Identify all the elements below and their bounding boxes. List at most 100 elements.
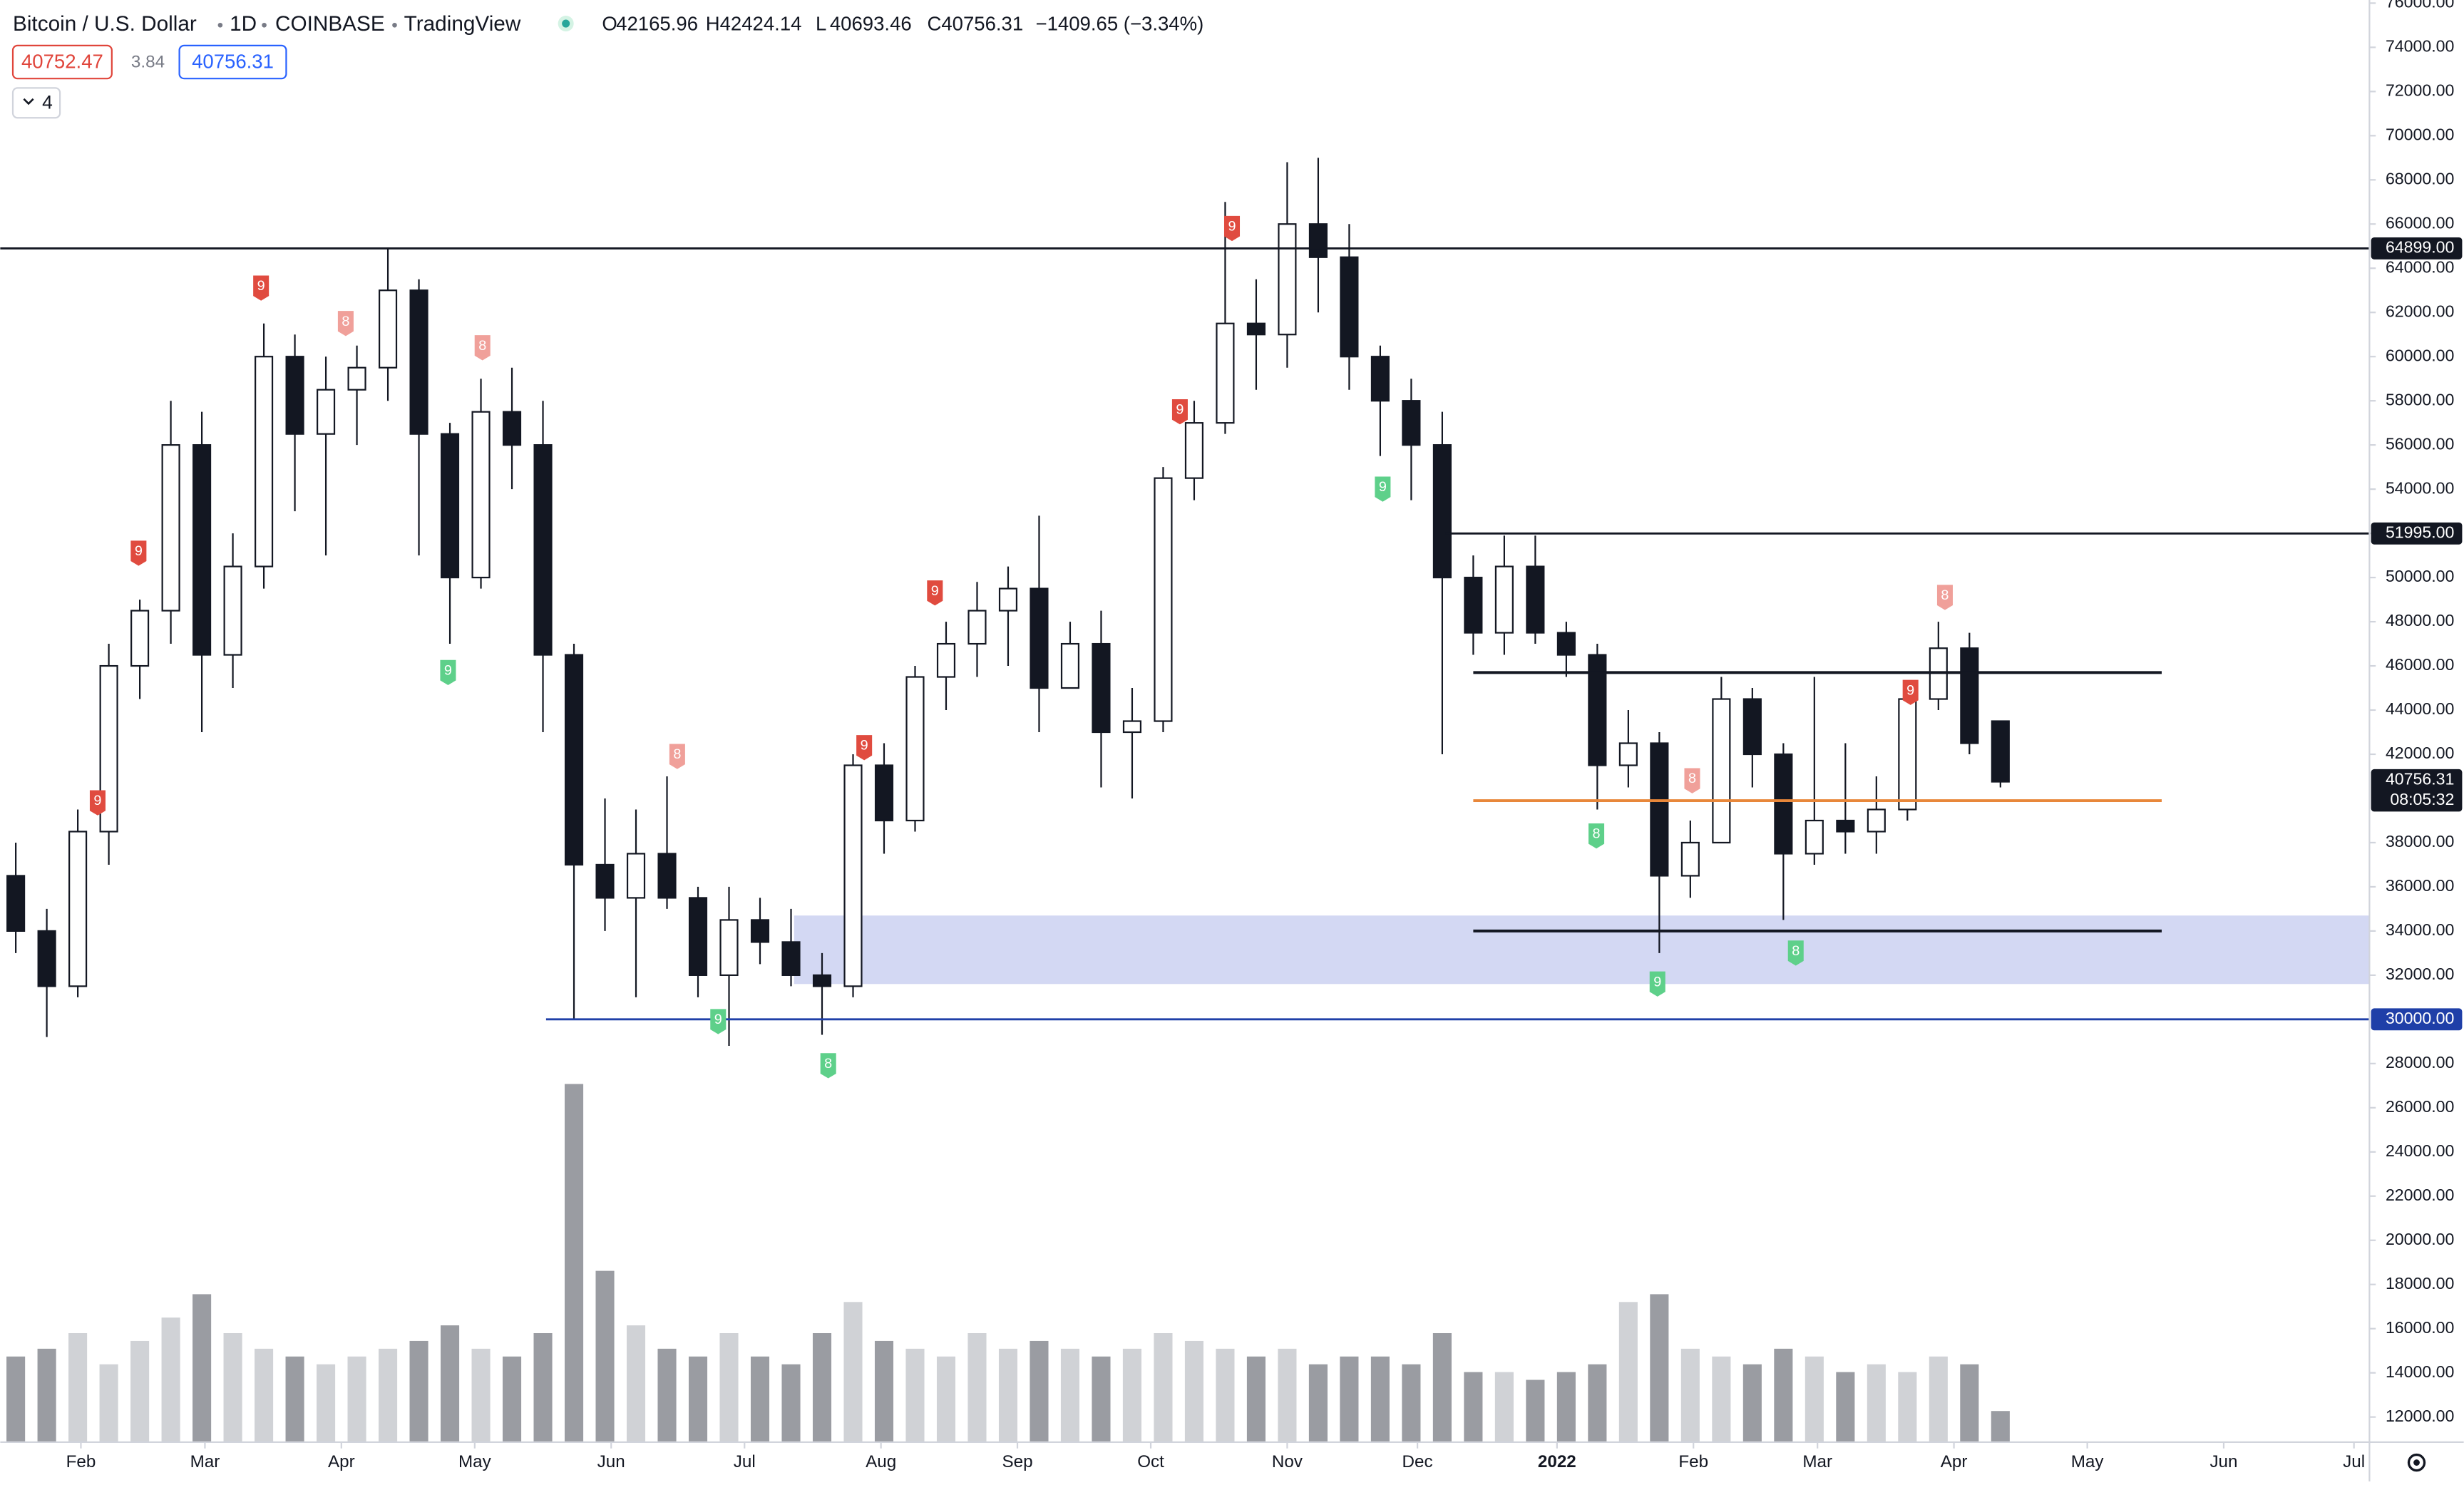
x-tick-label: Mar <box>1802 1452 1832 1471</box>
volume-bar <box>750 1356 770 1442</box>
candle-body <box>317 389 336 435</box>
candle-body <box>874 764 894 822</box>
td-marker <box>669 744 685 769</box>
candle-body <box>595 863 615 899</box>
td-marker <box>130 540 147 566</box>
candle-body <box>1991 720 2010 783</box>
candle-body <box>68 831 88 987</box>
candle-body <box>719 919 739 976</box>
ask-box[interactable] <box>178 44 287 80</box>
y-tick-label: 24000.00 <box>2386 1141 2454 1160</box>
volume-bar <box>1929 1356 1948 1442</box>
volume-bar <box>1618 1302 1638 1442</box>
candle-body <box>1867 808 1886 833</box>
volume-bar <box>967 1332 987 1442</box>
candle-body <box>1154 477 1173 722</box>
y-tick-label: 20000.00 <box>2386 1230 2454 1248</box>
y-tick-label: 48000.00 <box>2386 611 2454 630</box>
candle-body <box>998 587 1018 612</box>
td-marker-label: 8 <box>1941 587 1949 603</box>
price-tag-label: 30000.00 <box>2386 1009 2454 1027</box>
indicators-toggle[interactable] <box>11 87 61 119</box>
volume-bar <box>161 1317 180 1442</box>
volume-bar <box>688 1356 708 1442</box>
ask: 40756.31 <box>192 50 274 72</box>
candle-body <box>161 444 180 612</box>
volume-bar <box>657 1348 677 1442</box>
y-tick-label: 68000.00 <box>2386 169 2454 187</box>
candle-body <box>812 974 832 987</box>
candle-body <box>1092 642 1111 734</box>
candle-body <box>1556 632 1576 656</box>
volume-bar <box>68 1332 88 1442</box>
y-tick-label: 12000.00 <box>2386 1407 2454 1425</box>
candle-body <box>1960 647 1979 744</box>
separator <box>262 22 267 28</box>
ohlc-value: 40693.46 <box>830 13 912 35</box>
volume-bar <box>1246 1356 1266 1442</box>
volume-bar <box>1060 1348 1080 1442</box>
td-marker-label: 9 <box>861 738 868 754</box>
td-marker-label: 9 <box>1653 974 1661 990</box>
plot-area: 9 8 8 9 9 9 8 9 9 8 9 8 9 9 9 8 9 8 9 8 <box>0 158 2370 1442</box>
y-tick-label: 14000.00 <box>2386 1362 2454 1381</box>
ohlc-value: 42424.14 <box>720 13 802 35</box>
countdown: 08:05:32 <box>2390 790 2454 808</box>
volume-bar <box>1154 1332 1173 1442</box>
bid-box[interactable] <box>11 44 113 80</box>
candle-body <box>936 642 956 678</box>
interval[interactable]: 1D <box>230 12 257 36</box>
x-tick-label: 2022 <box>1538 1452 1576 1471</box>
y-tick-label: 66000.00 <box>2386 213 2454 232</box>
volume-bar <box>502 1356 522 1442</box>
candle-body <box>1340 256 1359 358</box>
td-marker-label: 9 <box>444 662 452 678</box>
y-tick-label: 54000.00 <box>2386 478 2454 497</box>
candle-body <box>1836 819 1855 833</box>
candle-body <box>6 875 26 932</box>
y-tick-label: 32000.00 <box>2386 965 2454 983</box>
x-tick-label: Aug <box>866 1452 896 1471</box>
volume-bar <box>719 1332 739 1442</box>
x-tick-label: Mar <box>190 1452 220 1471</box>
separator <box>392 22 397 28</box>
candle-body <box>1184 422 1204 479</box>
y-tick-label: 62000.00 <box>2386 302 2454 320</box>
market-status-dot <box>562 19 570 28</box>
candle-body <box>502 411 522 446</box>
y-tick-label: 22000.00 <box>2386 1186 2454 1204</box>
td-marker <box>253 275 270 301</box>
gear <box>2407 1453 2426 1472</box>
td-marker <box>1588 823 1605 849</box>
spread: 3.84 <box>131 53 165 72</box>
settings-icon[interactable] <box>2407 1453 2426 1472</box>
ohlc-value: 40756.31 <box>941 13 1023 35</box>
y-tick-label: 58000.00 <box>2386 390 2454 408</box>
volume-bar <box>1774 1348 1793 1442</box>
x-tick-label: May <box>2071 1452 2105 1471</box>
td-marker-label: 9 <box>931 583 939 599</box>
bid: 40752.47 <box>21 50 103 72</box>
candle-body <box>192 444 212 656</box>
candle-body <box>1122 720 1142 734</box>
candle-body <box>1060 642 1080 689</box>
td-marker <box>856 735 873 761</box>
y-tick-label: 36000.00 <box>2386 876 2454 895</box>
volume-bar <box>1308 1364 1328 1442</box>
x-tick-label: Apr <box>1941 1452 1968 1471</box>
candle-body <box>1898 698 1917 811</box>
candle-body <box>37 930 56 987</box>
td-marker <box>1649 971 1665 997</box>
td-marker-label: 8 <box>824 1056 832 1072</box>
candle-body <box>657 853 677 899</box>
td-marker-label: 8 <box>1593 826 1601 842</box>
x-tick-label: Sep <box>1002 1452 1032 1471</box>
price-tag <box>2371 522 2463 545</box>
chevron <box>23 98 34 106</box>
candle-body <box>905 676 925 822</box>
change: −1409.65 (−3.34%) <box>1036 13 1204 35</box>
x-tick-label: Jun <box>597 1452 625 1471</box>
candle-body <box>1246 322 1266 336</box>
last-price: 40756.31 <box>2386 769 2454 788</box>
